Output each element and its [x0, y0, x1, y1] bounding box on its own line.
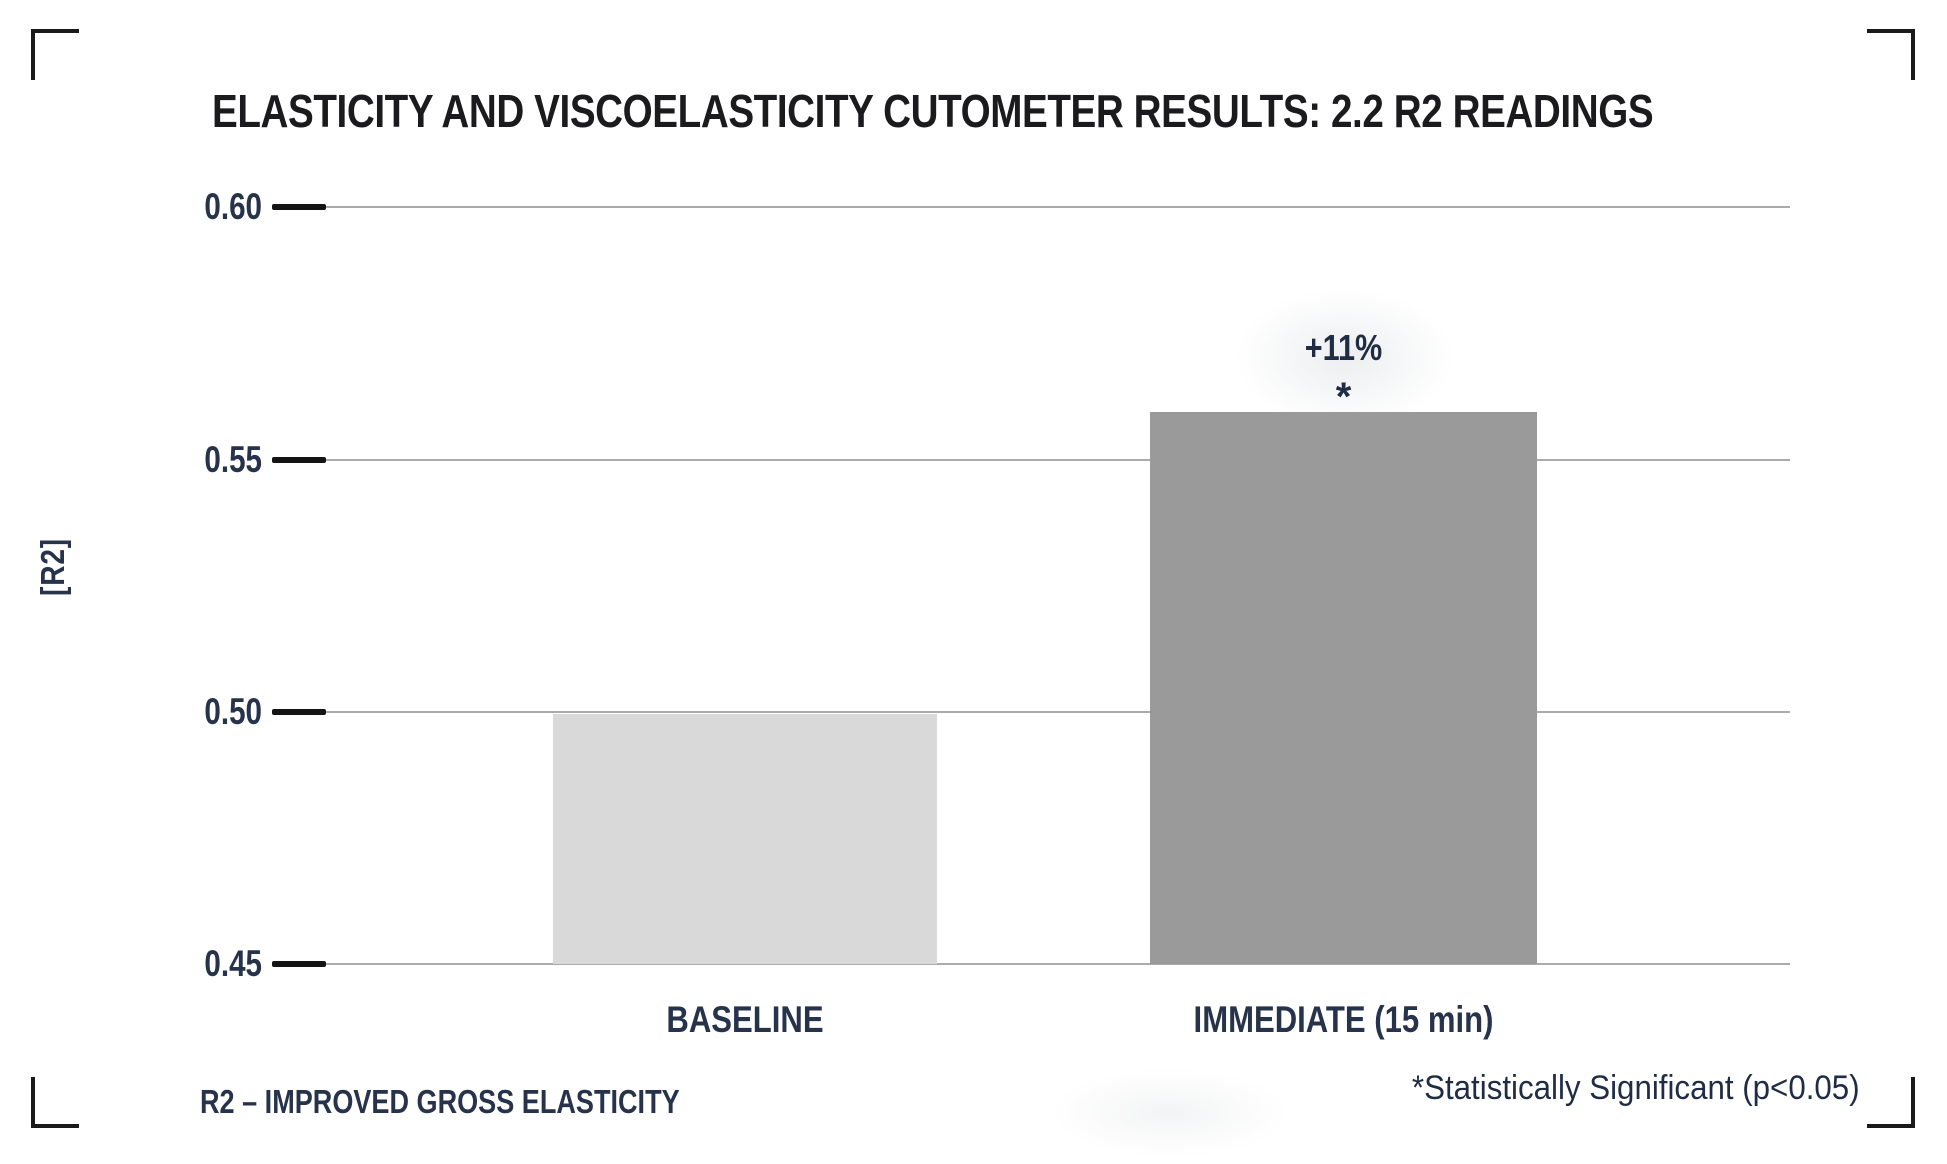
y-tick-mark-055 [272, 457, 326, 463]
bar-immediate [1150, 412, 1537, 964]
crop-mark-top-right-icon [1867, 29, 1915, 80]
y-tick-mark-060 [272, 204, 326, 210]
crop-mark-bottom-right-icon [1867, 1077, 1915, 1128]
y-tick-mark-045 [272, 961, 326, 967]
gridline-055 [272, 459, 1790, 461]
crop-mark-bottom-left-icon [31, 1077, 79, 1128]
crop-mark-top-left-icon [31, 29, 79, 80]
background-smudge [1050, 1068, 1290, 1158]
y-tick-label-060: 0.60 [204, 186, 262, 227]
bar-baseline [553, 714, 937, 964]
gridline-060 [272, 206, 1790, 208]
y-axis-label: [R2] [34, 538, 71, 596]
x-category-label-immediate: IMMEDIATE (15 min) [1193, 999, 1494, 1040]
chart-title: ELASTICITY AND VISCOELASTICITY CUTOMETER… [212, 85, 1654, 137]
gridline-050 [272, 711, 1790, 713]
y-tick-label-050: 0.50 [204, 691, 262, 732]
y-tick-label-055: 0.55 [204, 439, 262, 480]
percent-change-annotation: +11% [1304, 327, 1383, 368]
footnote-r2-definition: R2 – IMPROVED GROSS ELASTICITY [200, 1083, 680, 1120]
x-category-label-baseline: BASELINE [666, 999, 824, 1040]
footnote-significance: *Statistically Significant (p<0.05) [1412, 1069, 1860, 1107]
gridline-045 [272, 963, 1790, 965]
significance-asterisk: * [1335, 375, 1352, 419]
background-halo [1235, 288, 1455, 428]
y-tick-label-045: 0.45 [204, 943, 262, 984]
y-tick-mark-050 [272, 709, 326, 715]
